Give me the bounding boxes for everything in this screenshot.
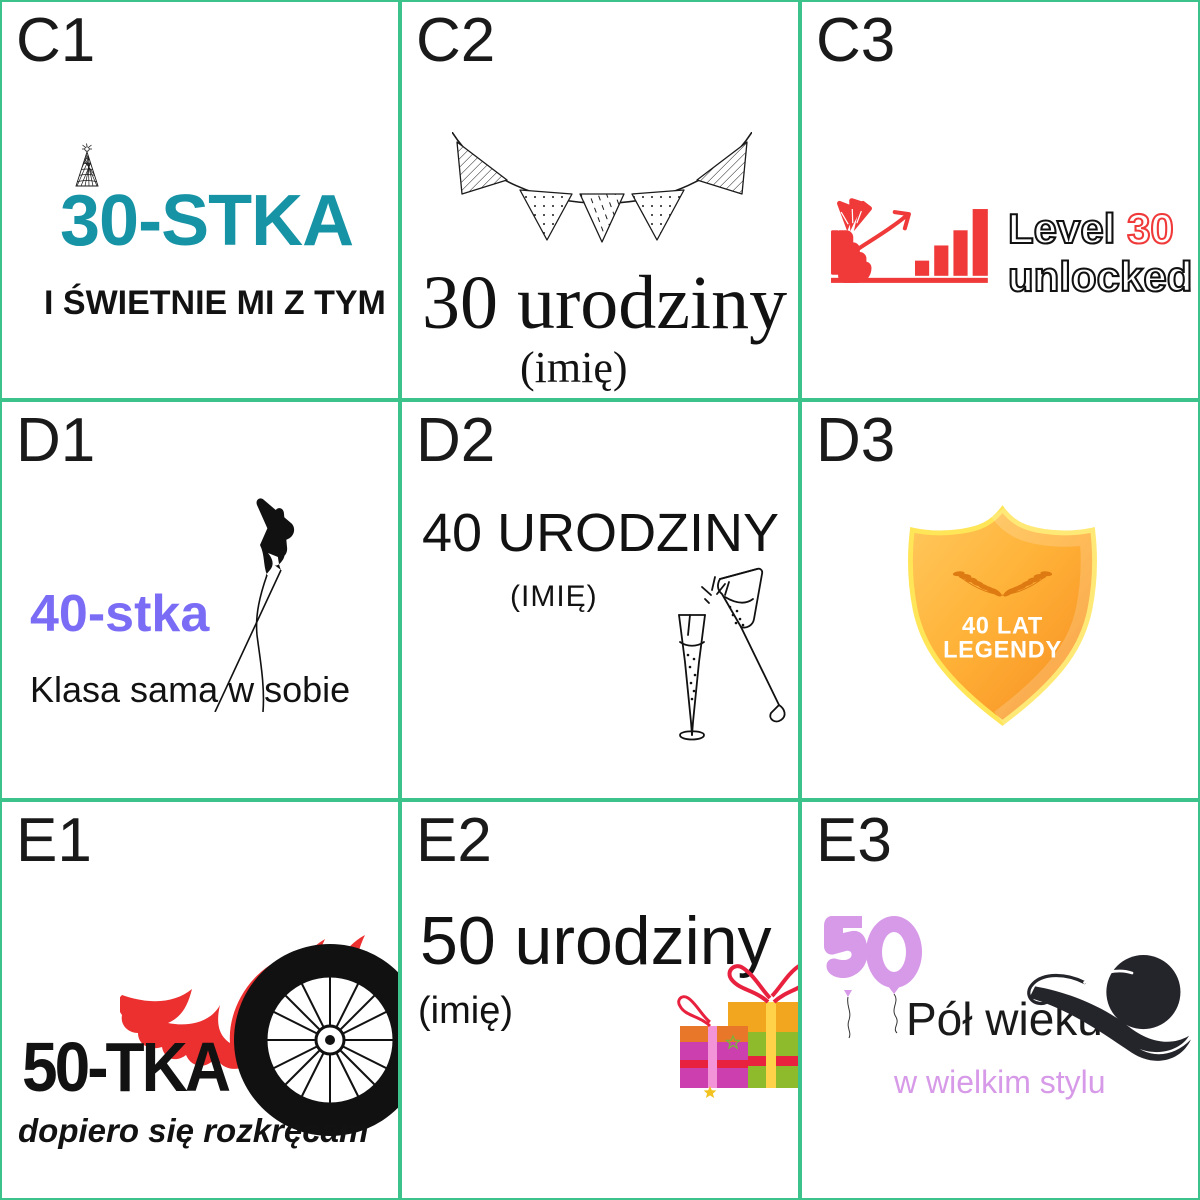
svg-text:LEGENDY: LEGENDY — [943, 637, 1062, 663]
svg-text:40 LAT: 40 LAT — [962, 612, 1043, 638]
